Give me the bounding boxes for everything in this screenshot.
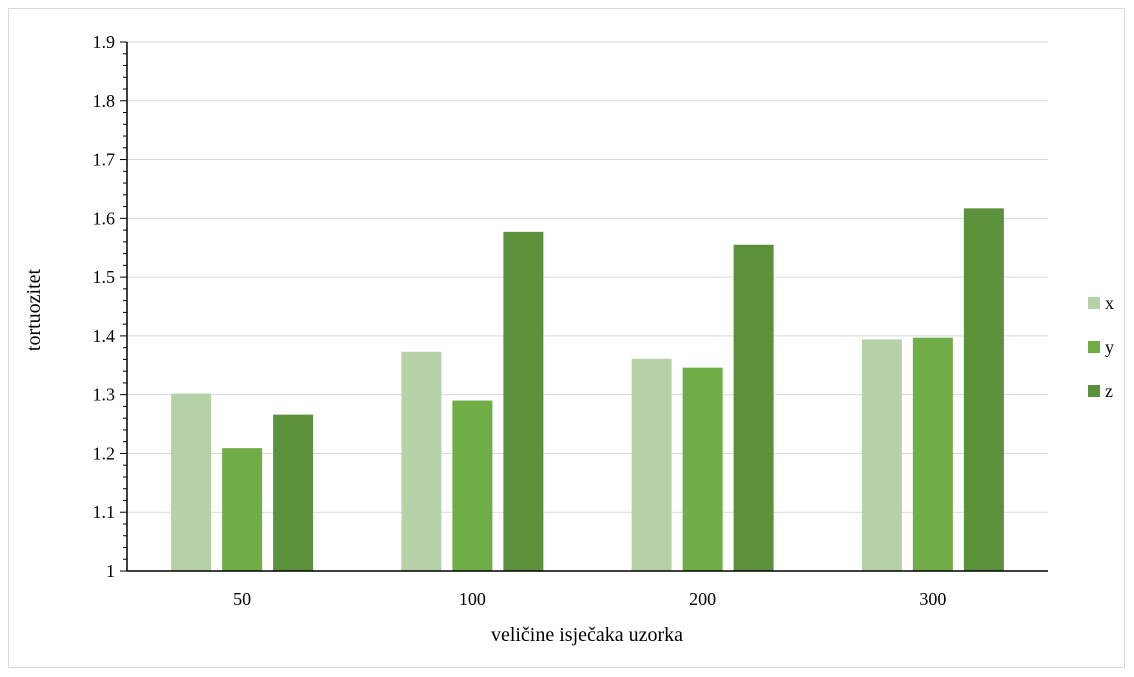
bar-y-50 <box>222 448 263 571</box>
x-tick-label: 50 <box>233 589 251 609</box>
y-tick-label: 1.5 <box>93 267 116 287</box>
y-tick-label: 1 <box>106 561 115 581</box>
legend-swatch-z <box>1088 385 1100 397</box>
legend-label-y: y <box>1105 337 1114 357</box>
x-tick-label: 300 <box>919 589 946 609</box>
gridlines <box>127 41 1048 513</box>
bars <box>171 208 1004 572</box>
y-tick-label: 1.8 <box>93 91 116 111</box>
bar-y-200 <box>682 367 723 571</box>
y-tick-label: 1.2 <box>93 443 116 463</box>
y-tick-label: 1.9 <box>93 32 116 52</box>
y-tick-label: 1.7 <box>93 150 116 170</box>
bar-z-50 <box>273 414 314 571</box>
bar-y-300 <box>912 337 953 571</box>
bar-z-100 <box>503 231 544 571</box>
legend: x y z <box>1088 293 1114 401</box>
bar-x-200 <box>631 358 672 571</box>
y-tick-label: 1.1 <box>93 502 116 522</box>
legend-swatch-y <box>1088 341 1100 353</box>
y-tick-label: 1.6 <box>93 208 116 228</box>
legend-label-z: z <box>1105 381 1113 401</box>
x-axis-title: veličine isječaka uzorka <box>491 624 683 646</box>
y-tick-labels: 1 1.1 1.2 1.3 1.4 1.5 1.6 1.7 1.8 1.9 <box>93 32 116 581</box>
x-tick-label: 200 <box>689 589 716 609</box>
x-tick-label: 100 <box>459 589 486 609</box>
bar-z-200 <box>733 244 774 572</box>
legend-swatch-x <box>1088 297 1100 309</box>
legend-label-x: x <box>1105 293 1114 313</box>
y-tick-label: 1.3 <box>93 385 116 405</box>
x-tick-labels: 50 100 200 300 <box>233 589 946 609</box>
bar-x-300 <box>861 339 902 571</box>
bar-x-100 <box>401 351 442 571</box>
bar-z-300 <box>963 208 1004 571</box>
bar-y-100 <box>452 400 493 571</box>
y-tick-label: 1.4 <box>93 326 116 346</box>
axes <box>120 41 1048 572</box>
bar-x-50 <box>171 393 212 571</box>
y-axis-title: tortuozitet <box>23 268 45 351</box>
